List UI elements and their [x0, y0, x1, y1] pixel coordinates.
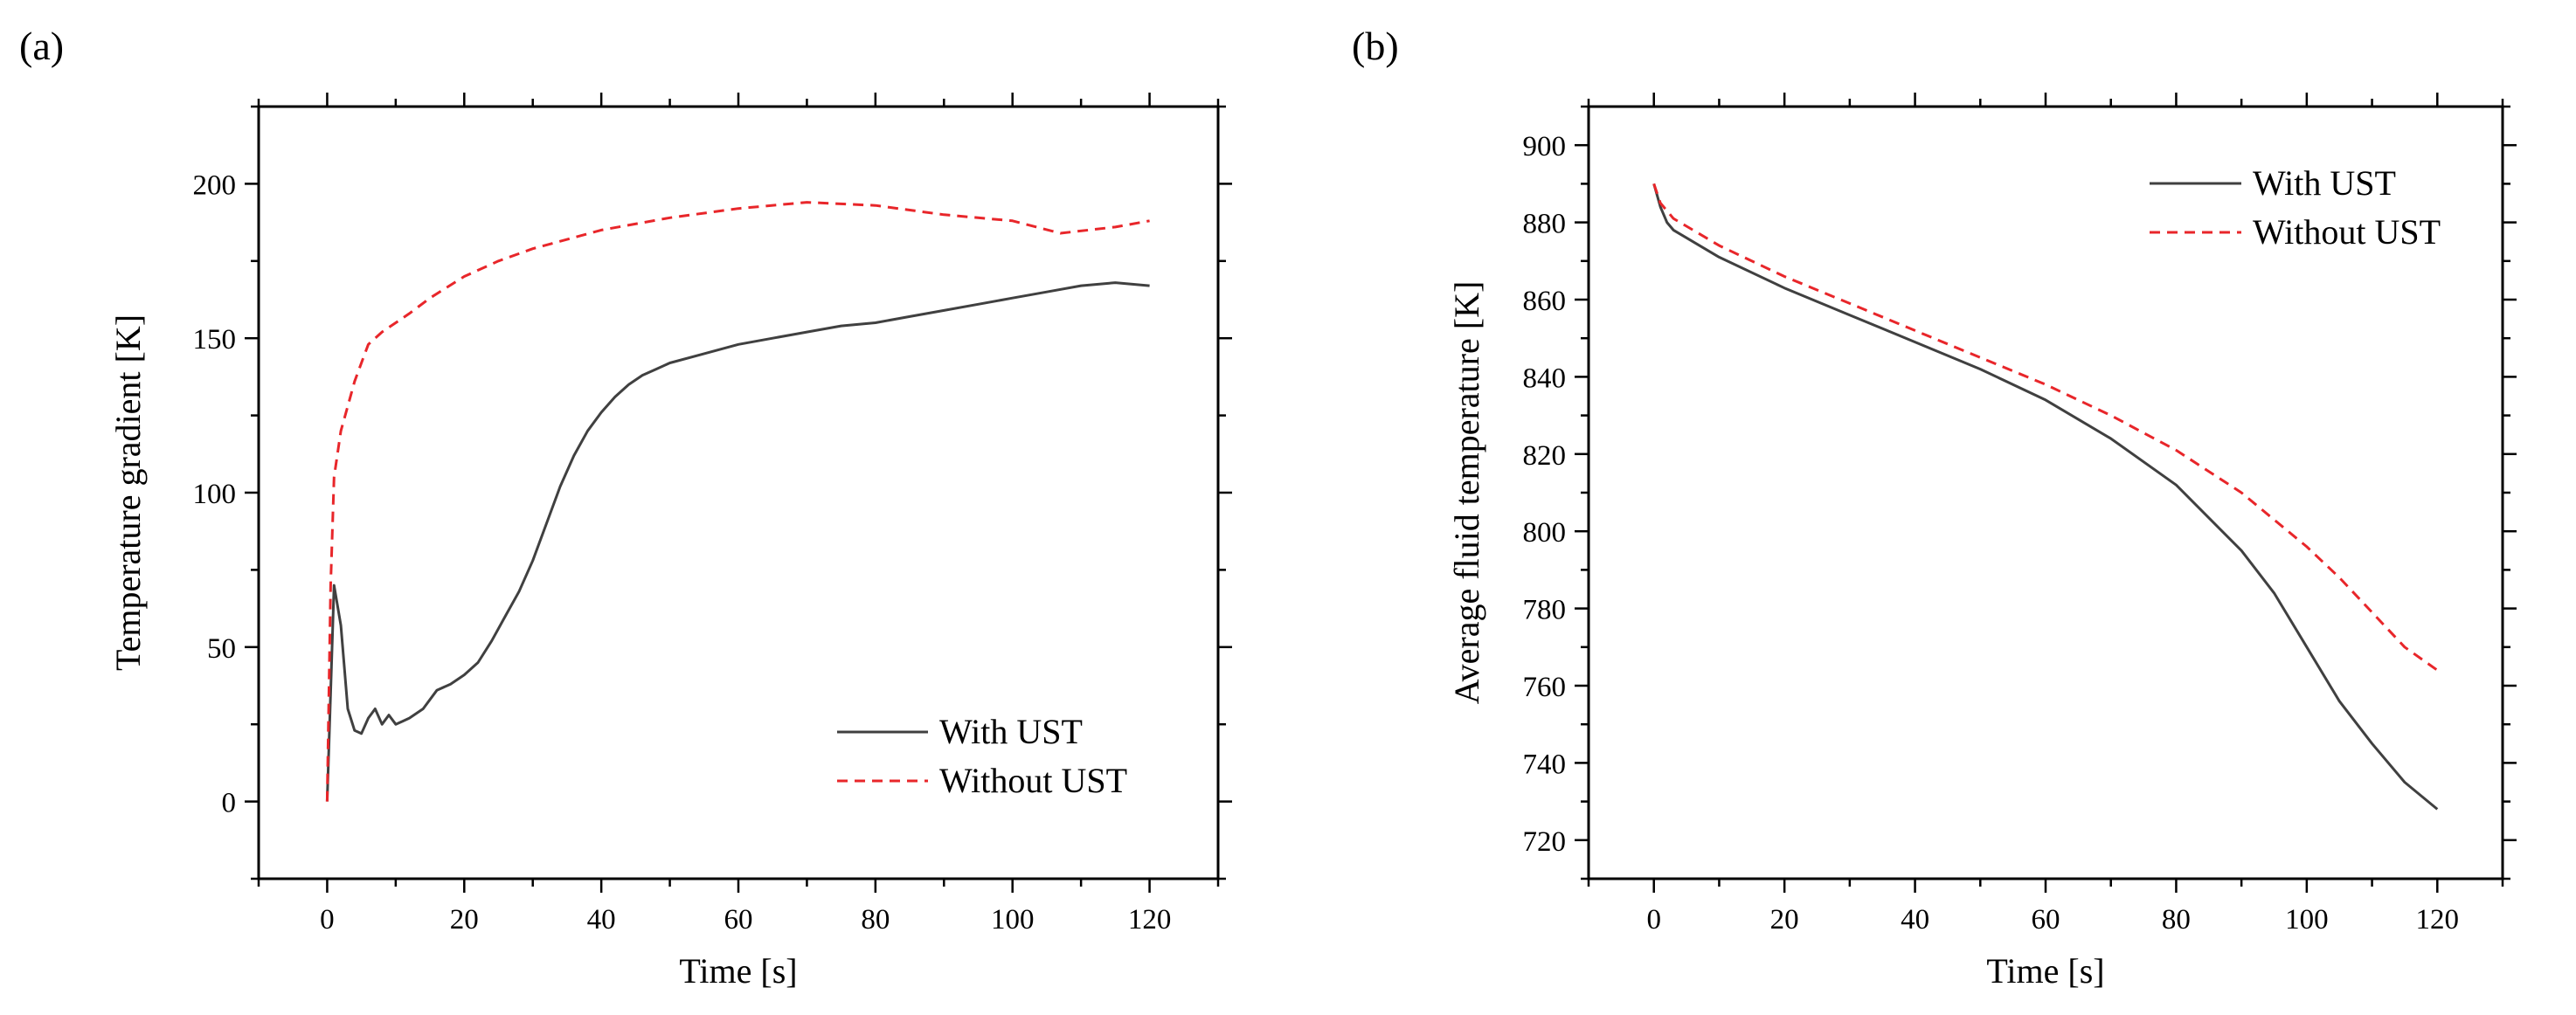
x-tick-label: 80 [2162, 904, 2191, 936]
y-tick-label: 840 [1523, 362, 1567, 394]
series-with-ust-line [1652, 183, 2439, 811]
panel-b-series [1652, 183, 2439, 811]
x-tick-label: 120 [2416, 904, 2460, 936]
panel-a: (a) 0 20 40 60 80 100 120 0 50 100 150 200 Time [s]… [19, 24, 1232, 991]
panel-a-label: (a) [19, 24, 64, 68]
x-tick-label: 120 [1128, 904, 1172, 936]
panel-b-legend: With UST Without UST [2150, 163, 2441, 252]
panel-a-y-axis-title: Temperature gradient [K] [108, 314, 148, 671]
x-tick-label: 60 [724, 904, 753, 936]
panel-a-ticks: 0 20 40 60 80 100 120 0 50 100 150 200 [193, 93, 1232, 936]
y-tick-label: 800 [1523, 517, 1567, 549]
y-tick-label: 760 [1523, 672, 1567, 703]
y-tick-label: 100 [193, 479, 237, 510]
x-tick-label: 100 [991, 904, 1035, 936]
series-without-ust-line [1652, 183, 2439, 672]
series-without-ust-line [325, 201, 1150, 802]
panel-a-legend-with-ust-label: With UST [939, 712, 1083, 751]
x-tick-label: 20 [1770, 904, 1799, 936]
panel-a-series [325, 201, 1150, 802]
x-tick-label: 0 [320, 904, 335, 936]
x-tick-label: 40 [587, 904, 616, 936]
x-tick-label: 40 [1901, 904, 1929, 936]
panel-a-legend-without-ust-label: Without UST [939, 761, 1127, 800]
y-tick-label: 780 [1523, 595, 1567, 626]
x-tick-label: 60 [2032, 904, 2060, 936]
panel-b-x-axis-title: Time [s] [1986, 951, 2104, 991]
panel-b: (b) 0 20 40 60 80 100 120 720 740 760 780 800 820 840… [1352, 24, 2517, 991]
y-tick-label: 740 [1523, 749, 1567, 780]
series-with-ust-line [325, 281, 1150, 802]
y-tick-label: 900 [1523, 131, 1567, 162]
panel-b-ticks: 0 20 40 60 80 100 120 720 740 760 780 800 820 840 860 8… [1523, 93, 2517, 936]
x-tick-label: 100 [2285, 904, 2329, 936]
y-tick-label: 820 [1523, 440, 1567, 472]
x-tick-label: 80 [861, 904, 890, 936]
y-tick-label: 860 [1523, 286, 1567, 317]
x-tick-label: 0 [1646, 904, 1661, 936]
panel-b-legend-with-ust-label: With UST [2253, 163, 2396, 203]
panel-a-x-axis-title: Time [s] [679, 951, 797, 991]
panel-b-legend-without-ust-label: Without UST [2253, 212, 2441, 252]
panel-b-y-axis-title: Average fluid temperature [K] [1447, 281, 1486, 705]
x-tick-label: 20 [450, 904, 479, 936]
y-tick-label: 720 [1523, 826, 1567, 858]
panel-a-legend: With UST Without UST [837, 712, 1127, 800]
y-tick-label: 50 [207, 633, 236, 665]
panel-b-label: (b) [1352, 24, 1399, 68]
y-tick-label: 880 [1523, 209, 1567, 240]
y-tick-label: 150 [193, 324, 237, 356]
y-tick-label: 0 [222, 788, 237, 819]
y-tick-label: 200 [193, 169, 237, 201]
